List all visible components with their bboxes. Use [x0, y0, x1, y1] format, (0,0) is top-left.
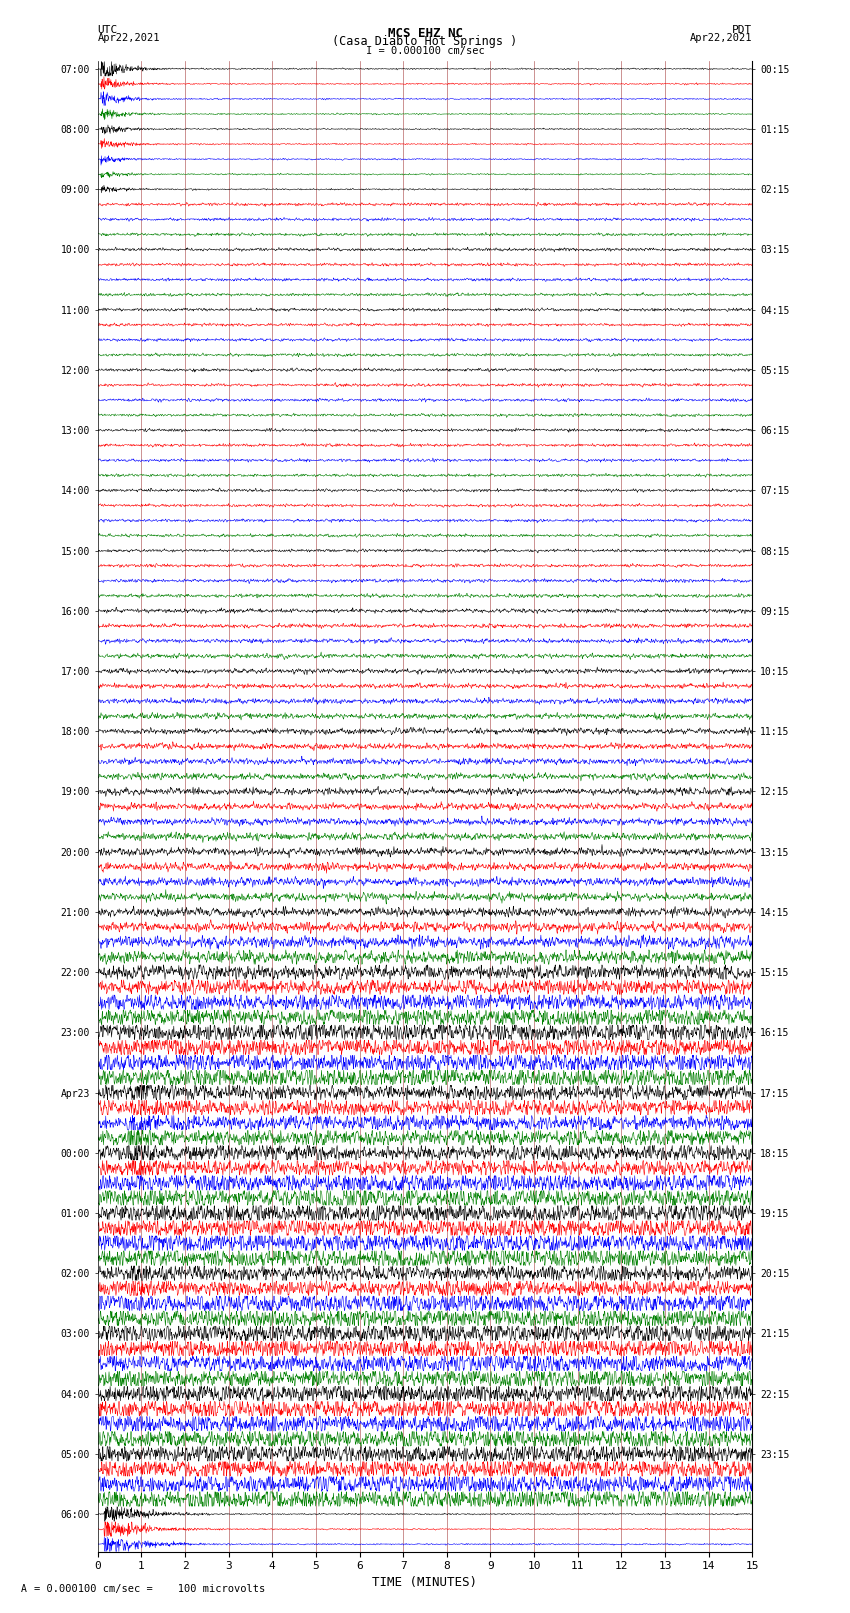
Text: Apr22,2021: Apr22,2021 [98, 32, 161, 44]
X-axis label: TIME (MINUTES): TIME (MINUTES) [372, 1576, 478, 1589]
Text: = 0.000100 cm/sec =    100 microvolts: = 0.000100 cm/sec = 100 microvolts [34, 1584, 265, 1594]
Text: UTC: UTC [98, 24, 118, 35]
Text: (Casa Diablo Hot Springs ): (Casa Diablo Hot Springs ) [332, 34, 518, 47]
Text: Apr22,2021: Apr22,2021 [689, 32, 752, 44]
Text: PDT: PDT [732, 24, 752, 35]
Text: I = 0.000100 cm/sec: I = 0.000100 cm/sec [366, 45, 484, 56]
Text: MCS EHZ NC: MCS EHZ NC [388, 26, 462, 39]
Text: A: A [21, 1584, 27, 1594]
